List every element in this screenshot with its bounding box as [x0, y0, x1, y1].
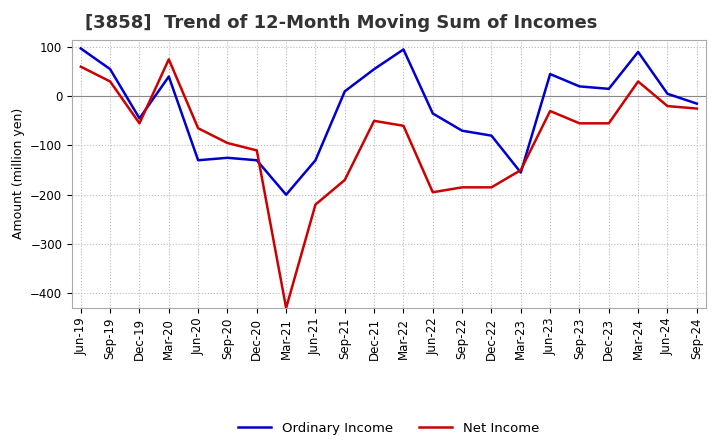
Legend: Ordinary Income, Net Income: Ordinary Income, Net Income — [233, 417, 544, 440]
Ordinary Income — [663, 91, 672, 96]
Ordinary Income — [370, 66, 379, 72]
Ordinary Income — [575, 84, 584, 89]
Ordinary Income — [76, 46, 85, 51]
Ordinary Income — [634, 49, 642, 55]
Ordinary Income — [135, 116, 144, 121]
Ordinary Income — [194, 158, 202, 163]
Ordinary Income — [164, 74, 173, 79]
Net Income — [106, 79, 114, 84]
Net Income — [370, 118, 379, 124]
Line: Ordinary Income: Ordinary Income — [81, 48, 697, 195]
Net Income — [428, 190, 437, 195]
Ordinary Income — [516, 170, 525, 175]
Ordinary Income — [546, 71, 554, 77]
Net Income — [487, 185, 496, 190]
Net Income — [693, 106, 701, 111]
Net Income — [663, 103, 672, 109]
Ordinary Income — [458, 128, 467, 133]
Ordinary Income — [341, 89, 349, 94]
Net Income — [164, 57, 173, 62]
Net Income — [605, 121, 613, 126]
Net Income — [76, 64, 85, 70]
Net Income — [194, 125, 202, 131]
Ordinary Income — [605, 86, 613, 92]
Net Income — [282, 305, 290, 311]
Net Income — [546, 108, 554, 114]
Ordinary Income — [399, 47, 408, 52]
Ordinary Income — [428, 111, 437, 116]
Ordinary Income — [311, 158, 320, 163]
Ordinary Income — [223, 155, 232, 161]
Net Income — [516, 168, 525, 173]
Net Income — [575, 121, 584, 126]
Net Income — [253, 148, 261, 153]
Net Income — [634, 79, 642, 84]
Net Income — [341, 177, 349, 183]
Ordinary Income — [693, 101, 701, 106]
Text: [3858]  Trend of 12-Month Moving Sum of Incomes: [3858] Trend of 12-Month Moving Sum of I… — [85, 15, 597, 33]
Net Income — [223, 140, 232, 146]
Net Income — [399, 123, 408, 128]
Ordinary Income — [253, 158, 261, 163]
Y-axis label: Amount (million yen): Amount (million yen) — [12, 108, 24, 239]
Line: Net Income: Net Income — [81, 59, 697, 308]
Ordinary Income — [106, 66, 114, 72]
Ordinary Income — [487, 133, 496, 138]
Net Income — [311, 202, 320, 207]
Net Income — [135, 121, 144, 126]
Net Income — [458, 185, 467, 190]
Ordinary Income — [282, 192, 290, 198]
